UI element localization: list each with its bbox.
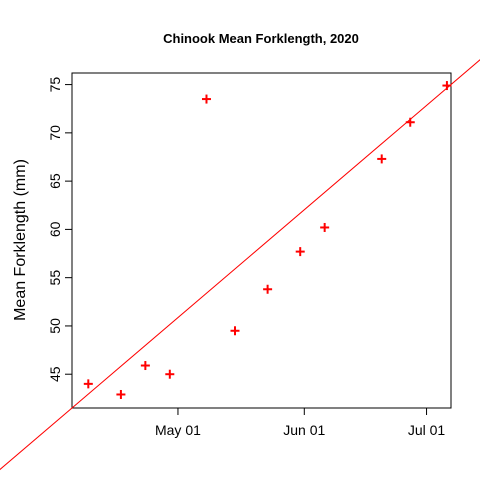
x-tick-label: Jun 01 [283,422,325,438]
x-tick-label: Jul 01 [408,422,446,438]
y-tick-label: 70 [47,125,63,141]
data-point [230,326,240,336]
data-point [83,379,93,389]
data-point [201,94,211,104]
plot-frame [71,72,452,409]
data-point [442,81,452,91]
y-tick-label: 45 [47,366,63,382]
data-point [320,222,330,232]
y-tick-label: 50 [47,318,63,334]
data-point [405,117,415,127]
data-point [140,361,150,371]
y-tick-label: 65 [47,173,63,189]
y-axis-label: Mean Forklength (mm) [12,159,29,321]
chart-title: Chinook Mean Forklength, 2020 [163,31,359,46]
data-point [116,389,126,399]
data-point [165,369,175,379]
y-tick-label: 60 [47,221,63,237]
y-tick-label: 55 [47,270,63,286]
data-point [263,284,273,294]
x-tick-label: May 01 [155,422,201,438]
y-tick-label: 75 [47,77,63,93]
data-point [377,154,387,164]
data-point [295,247,305,257]
